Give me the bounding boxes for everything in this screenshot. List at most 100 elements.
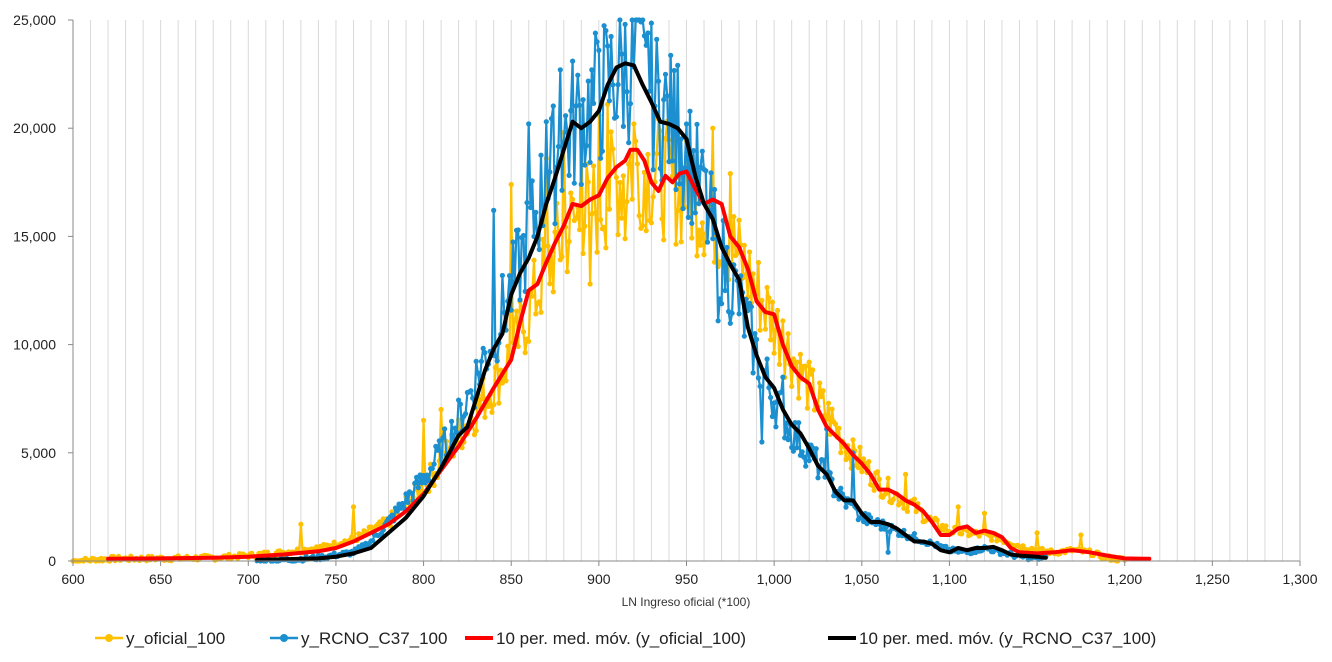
data-point bbox=[911, 531, 918, 537]
data-point bbox=[717, 296, 723, 302]
data-point bbox=[913, 509, 919, 515]
data-point bbox=[389, 512, 395, 518]
data-point bbox=[573, 215, 579, 221]
data-point bbox=[673, 241, 679, 247]
data-point bbox=[850, 437, 856, 443]
data-point bbox=[943, 523, 949, 529]
data-point bbox=[708, 170, 714, 176]
data-point bbox=[759, 297, 765, 304]
data-point bbox=[529, 293, 535, 299]
data-point bbox=[727, 171, 733, 177]
data-point bbox=[871, 487, 877, 493]
data-point bbox=[552, 229, 558, 235]
data-point bbox=[671, 67, 677, 74]
data-point bbox=[508, 181, 514, 188]
data-point bbox=[603, 245, 609, 251]
data-point bbox=[866, 459, 872, 465]
data-point bbox=[547, 281, 553, 287]
data-point bbox=[741, 333, 747, 339]
data-point bbox=[577, 227, 583, 233]
data-point bbox=[482, 350, 488, 356]
data-point bbox=[769, 413, 776, 420]
data-point bbox=[773, 424, 779, 430]
data-point bbox=[608, 129, 614, 135]
x-tick-label: 900 bbox=[587, 571, 611, 587]
data-point bbox=[594, 249, 600, 255]
data-point bbox=[661, 237, 667, 243]
data-point bbox=[645, 30, 651, 36]
data-point bbox=[750, 271, 756, 277]
data-point bbox=[682, 165, 688, 171]
data-point bbox=[901, 505, 907, 511]
data-point bbox=[766, 295, 772, 301]
data-point bbox=[762, 326, 769, 332]
data-point bbox=[491, 207, 497, 213]
y-tick-label: 0 bbox=[48, 553, 56, 569]
data-point bbox=[780, 374, 786, 380]
data-point bbox=[694, 121, 700, 127]
data-point bbox=[689, 235, 695, 241]
data-point bbox=[449, 418, 455, 424]
data-point bbox=[757, 383, 763, 389]
x-tick-label: 1,200 bbox=[1107, 571, 1142, 587]
data-point bbox=[804, 405, 811, 411]
data-point bbox=[548, 116, 555, 122]
data-point bbox=[589, 67, 595, 73]
data-point bbox=[803, 363, 809, 369]
data-point bbox=[736, 217, 742, 223]
data-point bbox=[820, 388, 826, 394]
data-point bbox=[526, 121, 532, 127]
data-point bbox=[568, 190, 574, 196]
data-point bbox=[797, 351, 804, 357]
data-point bbox=[678, 136, 684, 142]
data-point bbox=[415, 485, 421, 491]
data-point bbox=[499, 272, 505, 279]
data-point bbox=[754, 336, 760, 342]
data-point bbox=[711, 186, 718, 193]
data-point bbox=[496, 400, 502, 406]
data-point bbox=[592, 210, 599, 216]
data-point bbox=[1034, 530, 1040, 536]
data-point bbox=[722, 287, 728, 294]
data-point bbox=[736, 311, 742, 317]
data-point bbox=[633, 138, 639, 144]
data-point bbox=[515, 227, 521, 233]
data-point bbox=[789, 383, 795, 389]
data-point bbox=[697, 242, 704, 248]
data-point bbox=[536, 246, 542, 253]
data-point bbox=[747, 249, 753, 255]
data-point bbox=[710, 236, 716, 242]
data-point bbox=[473, 428, 479, 434]
series-layer bbox=[70, 17, 1152, 564]
data-point bbox=[815, 475, 821, 481]
data-point bbox=[552, 221, 558, 227]
data-point bbox=[876, 476, 882, 482]
data-point bbox=[869, 482, 875, 488]
data-point bbox=[801, 454, 807, 460]
data-point bbox=[442, 426, 448, 432]
data-point bbox=[657, 165, 663, 172]
data-point bbox=[603, 28, 609, 34]
data-point bbox=[759, 439, 765, 445]
data-point bbox=[582, 223, 588, 229]
data-point bbox=[506, 273, 513, 279]
data-point bbox=[568, 108, 574, 114]
data-point bbox=[424, 472, 430, 478]
data-point bbox=[566, 238, 572, 245]
data-point bbox=[594, 39, 600, 45]
tick-labels: 600 650 700 750 800 850 900 950 1,000 1,050 1,100 1… bbox=[13, 12, 1318, 587]
data-point bbox=[529, 178, 535, 184]
data-point bbox=[485, 403, 491, 409]
data-point bbox=[859, 469, 865, 475]
data-point bbox=[394, 508, 400, 514]
x-tick-label: 650 bbox=[149, 571, 173, 587]
data-point bbox=[650, 194, 656, 200]
data-point bbox=[533, 209, 539, 215]
data-point bbox=[734, 250, 740, 256]
data-point bbox=[904, 508, 911, 514]
data-point bbox=[610, 82, 616, 88]
data-point bbox=[818, 394, 825, 400]
data-point bbox=[520, 329, 527, 335]
data-point bbox=[429, 465, 435, 472]
